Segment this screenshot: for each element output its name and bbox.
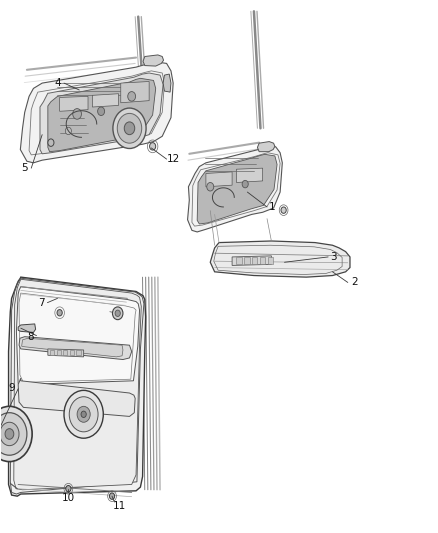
Polygon shape [76, 350, 81, 355]
Polygon shape [50, 350, 54, 355]
Circle shape [81, 411, 86, 417]
Text: 2: 2 [351, 278, 358, 287]
Polygon shape [143, 55, 163, 66]
Polygon shape [237, 168, 263, 182]
Text: 10: 10 [62, 492, 75, 503]
Circle shape [66, 486, 71, 492]
Polygon shape [268, 257, 273, 264]
Polygon shape [20, 62, 173, 163]
Circle shape [0, 422, 19, 446]
Polygon shape [92, 94, 119, 107]
Circle shape [5, 429, 14, 439]
Circle shape [113, 108, 146, 149]
Polygon shape [237, 257, 242, 264]
Polygon shape [18, 378, 135, 416]
Circle shape [150, 143, 155, 150]
Polygon shape [258, 142, 275, 152]
Polygon shape [121, 82, 149, 103]
Text: 9: 9 [9, 383, 15, 393]
Polygon shape [232, 256, 272, 265]
Polygon shape [9, 277, 146, 496]
Circle shape [65, 127, 71, 135]
Circle shape [0, 413, 27, 455]
Polygon shape [70, 350, 74, 355]
Text: 1: 1 [269, 202, 276, 212]
Circle shape [113, 307, 123, 320]
Polygon shape [260, 257, 265, 264]
Circle shape [48, 139, 54, 147]
Text: 5: 5 [21, 163, 28, 173]
Polygon shape [163, 74, 171, 92]
Circle shape [281, 207, 286, 213]
Polygon shape [60, 96, 88, 111]
Circle shape [98, 107, 105, 116]
Polygon shape [40, 73, 163, 154]
Circle shape [128, 92, 136, 101]
Circle shape [242, 180, 248, 188]
Circle shape [64, 390, 103, 438]
Circle shape [207, 182, 214, 191]
Text: 12: 12 [166, 154, 180, 164]
Circle shape [110, 493, 115, 499]
Polygon shape [19, 337, 132, 360]
Circle shape [115, 310, 120, 317]
Polygon shape [57, 350, 61, 355]
Polygon shape [48, 78, 155, 152]
Polygon shape [187, 146, 283, 232]
Circle shape [0, 406, 32, 462]
Text: 8: 8 [27, 332, 34, 342]
Text: 3: 3 [330, 252, 337, 262]
Polygon shape [210, 241, 350, 277]
Polygon shape [21, 338, 123, 357]
Text: 7: 7 [38, 297, 45, 308]
Polygon shape [206, 172, 232, 187]
Text: 4: 4 [54, 78, 61, 88]
Circle shape [124, 122, 135, 135]
Polygon shape [14, 279, 141, 490]
Polygon shape [1, 416, 29, 454]
Polygon shape [197, 155, 277, 224]
Circle shape [73, 109, 81, 119]
Polygon shape [48, 349, 84, 357]
Circle shape [69, 397, 98, 432]
Polygon shape [16, 287, 140, 384]
Text: 11: 11 [113, 500, 126, 511]
Polygon shape [63, 350, 67, 355]
Polygon shape [18, 324, 35, 333]
Circle shape [57, 310, 62, 316]
Circle shape [117, 114, 142, 143]
Polygon shape [252, 257, 258, 264]
Polygon shape [244, 257, 250, 264]
Circle shape [77, 406, 90, 422]
